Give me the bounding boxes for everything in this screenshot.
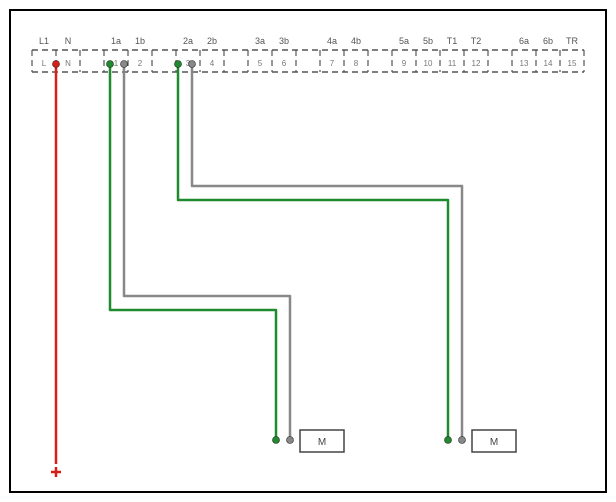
terminal-top-15: 5a [399, 36, 409, 46]
terminal-bot-9: 5 [258, 59, 263, 68]
terminal-top-0: L1 [39, 36, 49, 46]
node [107, 61, 114, 68]
node [189, 61, 196, 68]
terminal-bot-12: 7 [330, 59, 335, 68]
node [53, 61, 60, 68]
terminal-bot-4: 2 [138, 59, 143, 68]
terminal-bot-1: N [65, 59, 71, 68]
terminal-top-9: 3a [255, 36, 265, 46]
terminal-bot-16: 10 [424, 59, 433, 68]
terminal-bot-15: 9 [402, 59, 407, 68]
terminal-bot-22: 15 [568, 59, 577, 68]
terminal-top-13: 4b [351, 36, 361, 46]
terminal-bot-20: 13 [520, 59, 529, 68]
terminal-top-21: 6b [543, 36, 553, 46]
node [175, 61, 182, 68]
device-2-label: M [490, 437, 498, 448]
terminal-bot-13: 8 [354, 59, 359, 68]
terminal-bot-7: 4 [210, 59, 215, 68]
terminal-top-17: T1 [447, 36, 458, 46]
terminal-top-1: N [65, 36, 72, 46]
node [273, 437, 280, 444]
terminal-top-4: 1b [135, 36, 145, 46]
terminal-top-22: TR [566, 36, 578, 46]
terminal-bot-0: L [42, 59, 47, 68]
terminal-top-12: 4a [327, 36, 337, 46]
terminal-top-20: 6a [519, 36, 529, 46]
terminal-bot-3: 1 [114, 59, 119, 68]
terminal-bot-17: 11 [448, 59, 457, 68]
node [459, 437, 466, 444]
wiring-diagram: L1LNN1a11b22a32b43a53b64a74b85a95b10T111… [0, 0, 616, 502]
terminal-top-10: 3b [279, 36, 289, 46]
terminal-top-16: 5b [423, 36, 433, 46]
terminal-top-3: 1a [111, 36, 121, 46]
terminal-bot-18: 12 [472, 59, 481, 68]
terminal-bot-10: 6 [282, 59, 287, 68]
terminal-bot-21: 14 [544, 59, 553, 68]
terminal-top-6: 2a [183, 36, 193, 46]
terminal-top-18: T2 [471, 36, 482, 46]
device-1-label: M [318, 437, 326, 448]
node [287, 437, 294, 444]
node [121, 61, 128, 68]
terminal-top-7: 2b [207, 36, 217, 46]
node [445, 437, 452, 444]
